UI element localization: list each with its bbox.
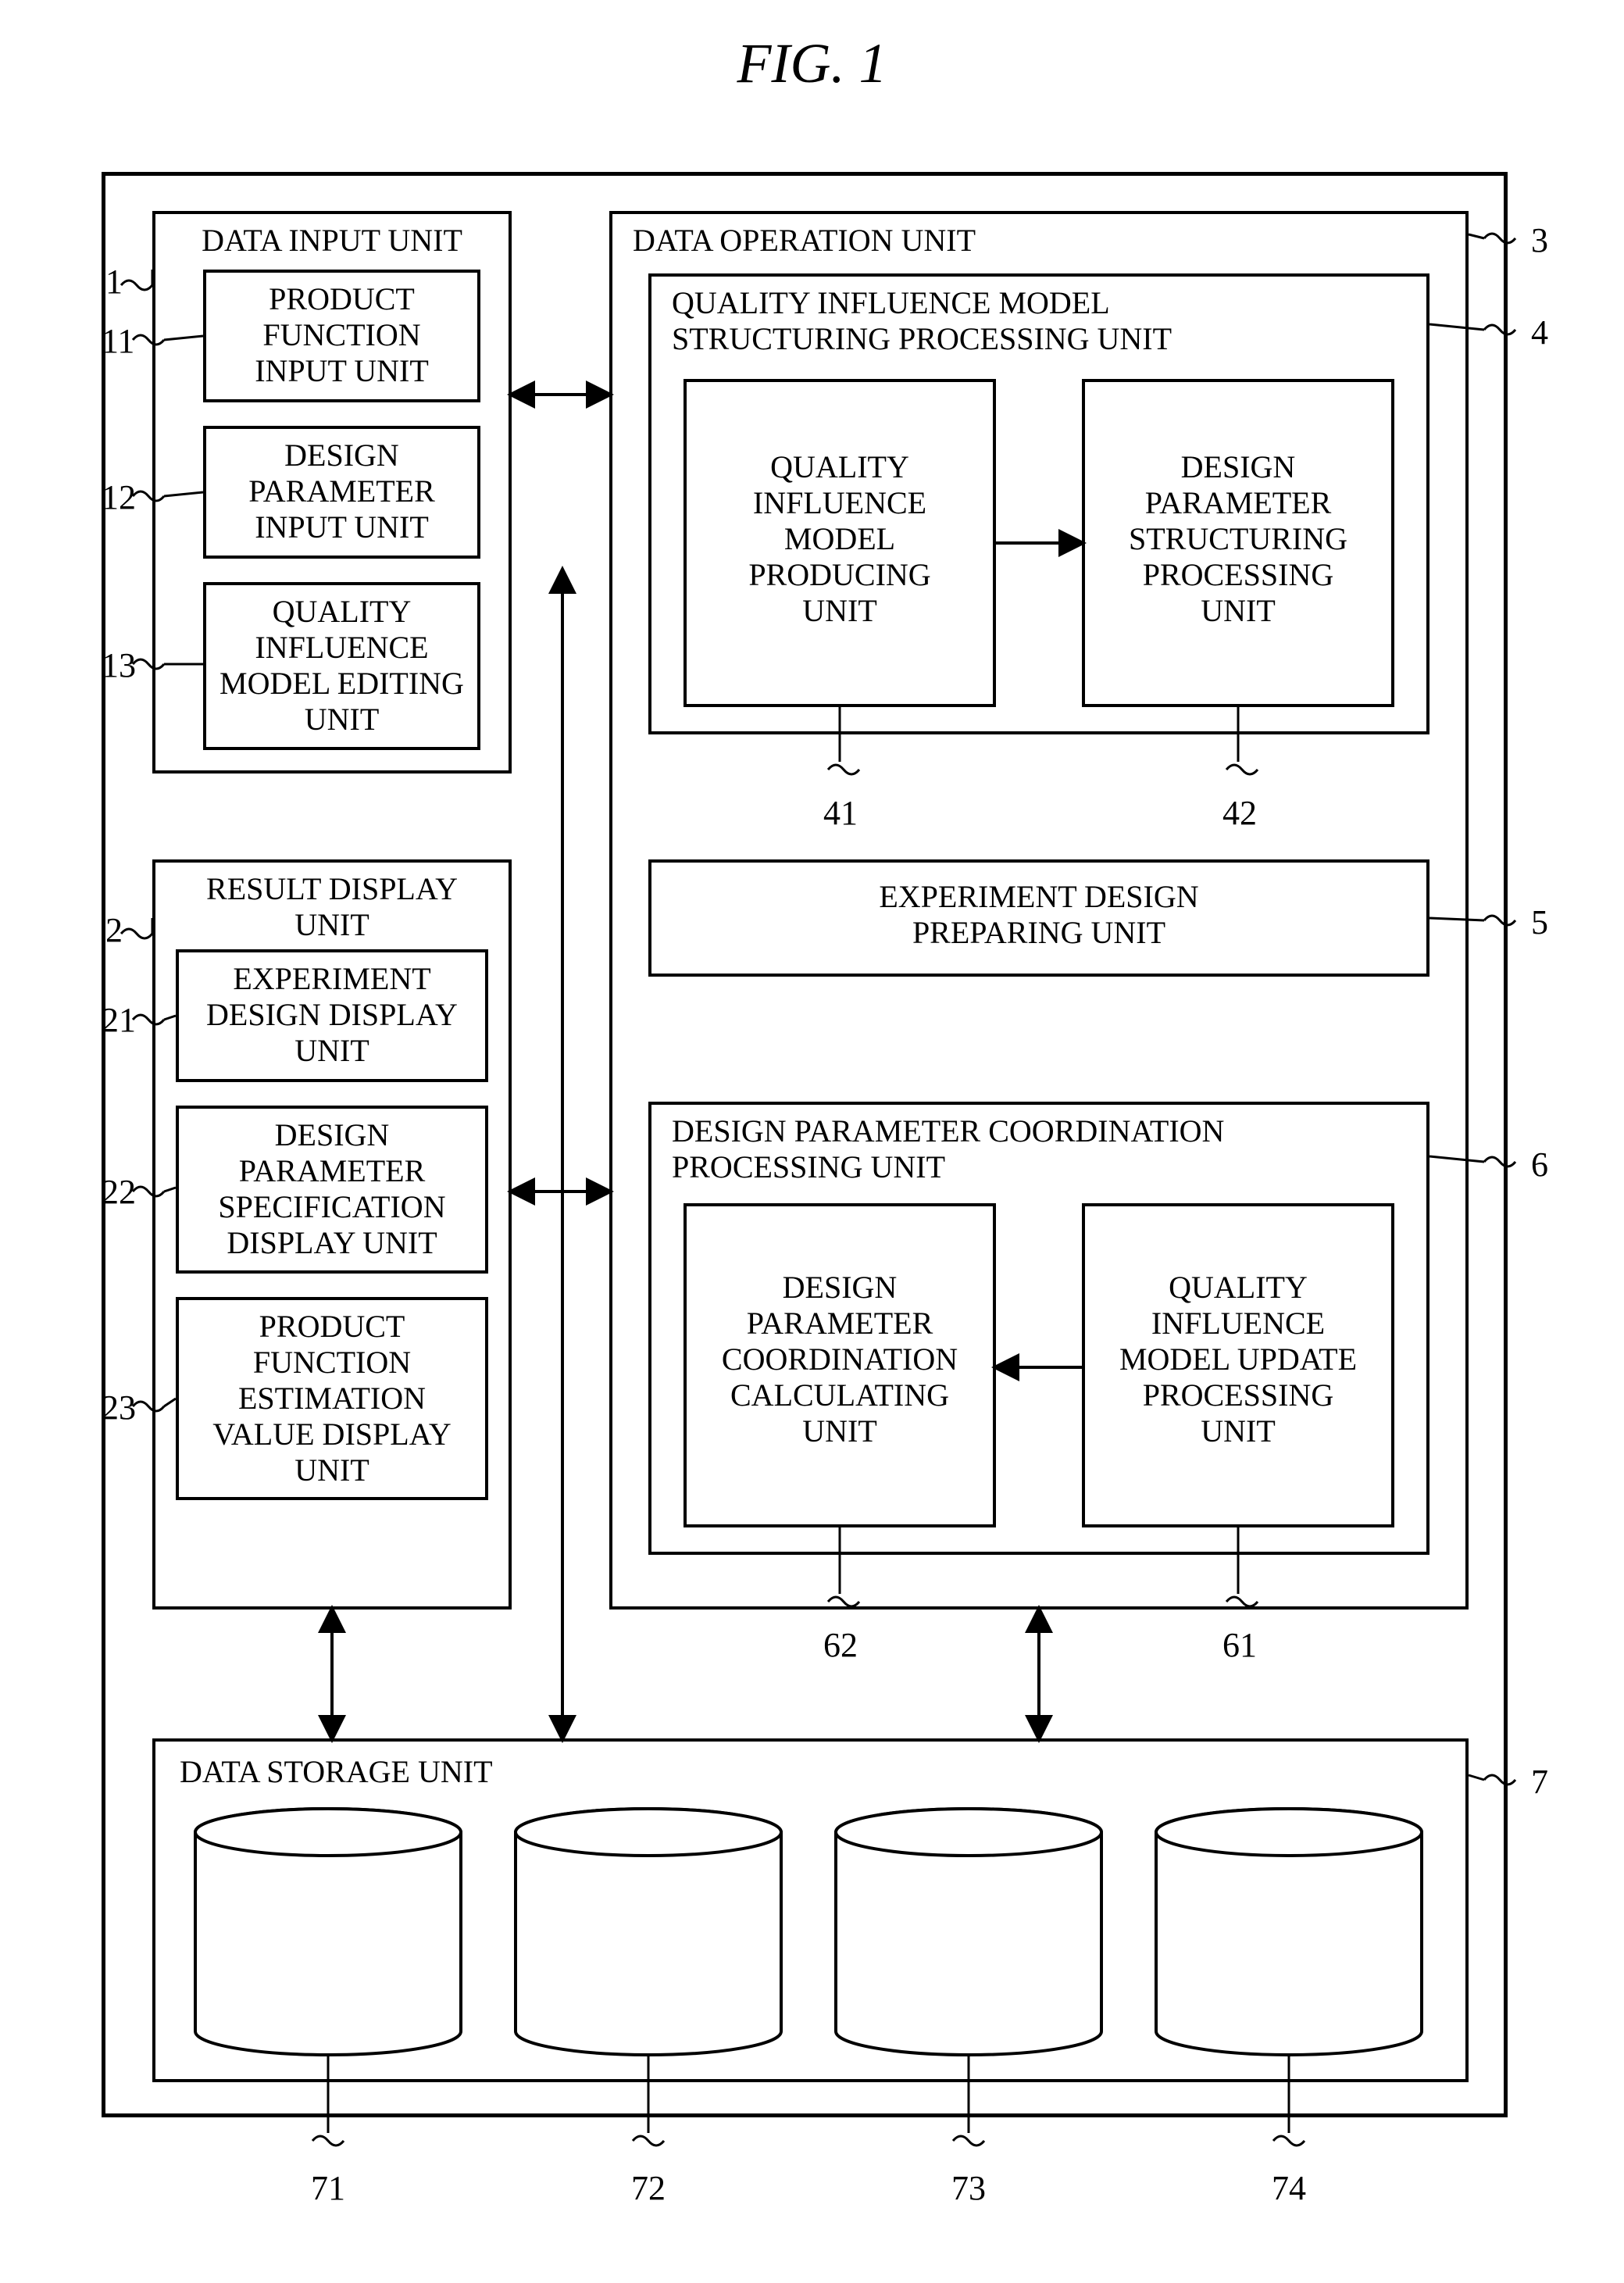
figure-title: FIG. 1: [0, 31, 1624, 96]
ref-12: 12: [102, 477, 136, 517]
ref-71: 71: [311, 2168, 345, 2208]
qim-update-processing-unit-label: QUALITY INFLUENCE MODEL UPDATE PROCESSIN…: [1082, 1270, 1394, 1449]
cyl-74-label: QUALITY INFLUENCE MODEL INFORMATION: [1156, 1875, 1422, 1997]
product-function-estimation-value-display-unit-label: PRODUCT FUNCTION ESTIMATION VALUE DISPLA…: [176, 1309, 488, 1488]
result-display-unit-label: RESULT DISPLAY UNIT: [160, 871, 504, 943]
ref-4: 4: [1531, 313, 1548, 352]
data-operation-unit-label: DATA OPERATION UNIT: [633, 223, 1101, 259]
design-parameter-coordination-calculating-unit-label: DESIGN PARAMETER COORDINATION CALCULATIN…: [684, 1270, 996, 1449]
data-storage-unit-label: DATA STORAGE UNIT: [180, 1754, 648, 1790]
qim-structuring-processing-unit-label: QUALITY INFLUENCE MODEL STRUCTURING PROC…: [672, 285, 1406, 357]
cyl-72-label: EXPERIMENT RESULT HISTORICAL INFORMATION: [516, 1875, 781, 1997]
ref-23: 23: [102, 1388, 136, 1427]
ref-42: 42: [1222, 793, 1257, 833]
ref-13: 13: [102, 645, 136, 685]
ref-72: 72: [631, 2168, 666, 2208]
product-function-input-unit-label: PRODUCT FUNCTION INPUT UNIT: [203, 281, 480, 389]
ref-62: 62: [823, 1625, 858, 1665]
quality-influence-model-editing-unit-label: QUALITY INFLUENCE MODEL EDITING UNIT: [203, 594, 480, 738]
experiment-design-display-unit-label: EXPERIMENT DESIGN DISPLAY UNIT: [176, 961, 488, 1069]
ref-5: 5: [1531, 902, 1548, 942]
cyl-71-label: MANUFACTUR- ING VARIATION HISTORICAL INF…: [195, 1875, 461, 1997]
cyl-73-label: PRODUCT FAILURE HISTORICAL INFORMATION: [836, 1875, 1101, 1997]
data-input-unit-label: DATA INPUT UNIT: [160, 223, 504, 259]
design-parameter-structuring-processing-unit-label: DESIGN PARAMETER STRUCTURING PROCESSING …: [1082, 449, 1394, 629]
ref-7: 7: [1531, 1762, 1548, 1802]
ref-2: 2: [105, 910, 123, 950]
ref-74: 74: [1272, 2168, 1306, 2208]
ref-6: 6: [1531, 1145, 1548, 1184]
design-parameter-coordination-processing-unit-label: DESIGN PARAMETER COORDINATION PROCESSING…: [672, 1113, 1406, 1185]
ref-11: 11: [102, 321, 134, 361]
ref-22: 22: [102, 1172, 136, 1212]
ref-1: 1: [105, 262, 123, 302]
ref-73: 73: [951, 2168, 986, 2208]
ref-3: 3: [1531, 220, 1548, 260]
design-parameter-input-unit-label: DESIGN PARAMETER INPUT UNIT: [203, 438, 480, 545]
experiment-design-preparing-unit-label: EXPERIMENT DESIGN PREPARING UNIT: [648, 879, 1429, 951]
ref-21: 21: [102, 1000, 136, 1040]
qim-producing-unit-label: QUALITY INFLUENCE MODEL PRODUCING UNIT: [684, 449, 996, 629]
ref-41: 41: [823, 793, 858, 833]
ref-61: 61: [1222, 1625, 1257, 1665]
design-parameter-specification-display-unit-label: DESIGN PARAMETER SPECIFICATION DISPLAY U…: [176, 1117, 488, 1261]
